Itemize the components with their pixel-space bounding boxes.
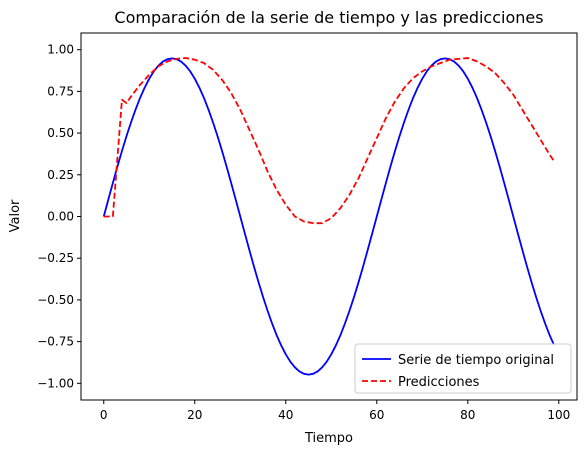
series-layer: [102, 57, 556, 376]
plot-area: [81, 33, 577, 400]
y-axis: −1.00 −0.75 −0.50 −0.25 0.00 0.25 0.50 0.75 1.00: [37, 43, 81, 390]
series-line-original: [102, 57, 556, 376]
y-axis-label: Valor: [8, 199, 23, 232]
y-tick-label: 0.25: [47, 168, 74, 182]
y-tick-label: −0.25: [37, 251, 74, 265]
y-tick-label: 0.50: [47, 126, 74, 140]
chart-title: Comparación de la serie de tiempo y las …: [114, 8, 543, 27]
y-tick-label: 1.00: [47, 43, 74, 57]
y-tick-label: −0.75: [37, 335, 74, 349]
x-tick-label: 40: [278, 408, 293, 422]
legend: Serie de tiempo original Predicciones: [354, 343, 572, 394]
x-axis: 0 20 40 60 80 100: [100, 400, 570, 422]
x-tick-label: 80: [460, 408, 475, 422]
series-line-predicciones: [103, 57, 555, 225]
x-axis-label: Tiempo: [304, 431, 353, 446]
x-tick-label: 0: [100, 408, 108, 422]
y-tick-label: −0.50: [37, 293, 74, 307]
y-tick-label: −1.00: [37, 376, 74, 390]
x-tick-label: 60: [369, 408, 384, 422]
x-tick-label: 20: [187, 408, 202, 422]
y-tick-label: 0.75: [47, 84, 74, 98]
legend-box: [354, 343, 572, 394]
y-tick-label: 0.00: [47, 210, 74, 224]
legend-label-predicciones: Predicciones: [398, 375, 480, 390]
x-tick-label: 100: [547, 408, 570, 422]
legend-label-original: Serie de tiempo original: [398, 353, 554, 368]
